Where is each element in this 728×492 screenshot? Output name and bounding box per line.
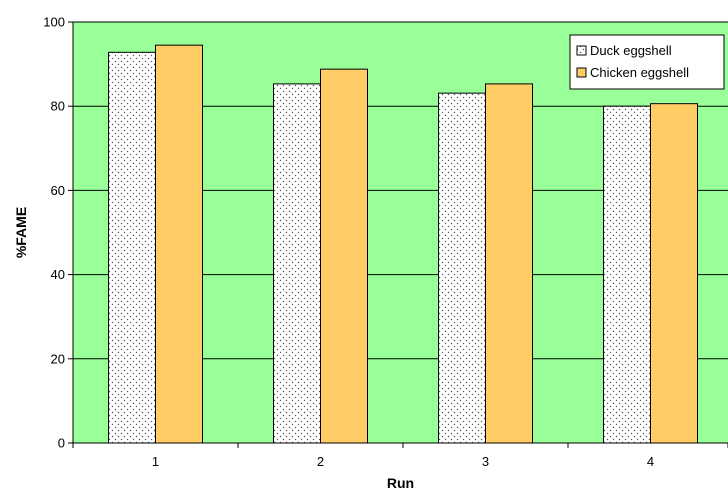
x-axis-title: Run (387, 475, 414, 491)
y-tick-label: 80 (51, 99, 65, 114)
bar-chicken-run-2 (320, 68, 368, 444)
legend-label: Duck eggshell (590, 43, 672, 58)
bar-chicken-run-1 (155, 44, 203, 444)
y-axis-title: %FAME (13, 207, 29, 258)
y-tick-labels: 0 20 40 60 80 100 (43, 15, 65, 451)
x-tick-label: 4 (647, 454, 654, 469)
bar-chicken-run-4 (650, 103, 698, 444)
x-tick-label: 3 (482, 454, 489, 469)
x-tick-label: 2 (317, 454, 324, 469)
legend-swatch (576, 67, 587, 78)
bar-chicken-run-3 (485, 83, 533, 444)
legend-label: Chicken eggshell (590, 65, 689, 80)
bar-duck-run-2 (273, 83, 321, 444)
bars (108, 44, 698, 444)
bar-duck-run-1 (108, 51, 156, 444)
legend-swatch (576, 45, 587, 56)
x-tick-label: 1 (152, 454, 159, 469)
axes (68, 21, 728, 448)
y-tick-label: 20 (51, 351, 65, 366)
legend-box (569, 34, 725, 90)
y-tick-label: 60 (51, 183, 65, 198)
y-tick-label: 0 (58, 436, 65, 451)
legend: Duck eggshell Chicken eggshell (569, 34, 725, 90)
bar-duck-run-4 (603, 105, 651, 444)
bar-duck-run-3 (438, 92, 486, 444)
y-tick-label: 40 (51, 267, 65, 282)
x-tick-labels: 1 2 3 4 (152, 454, 654, 469)
y-tick-label: 100 (43, 15, 65, 30)
